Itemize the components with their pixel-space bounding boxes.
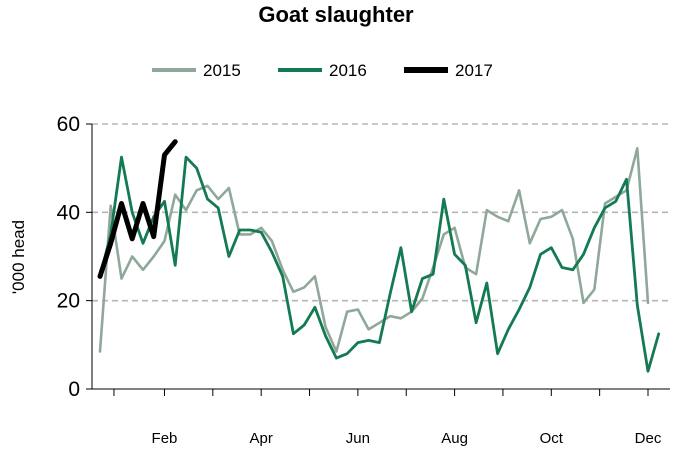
x-axis-ticks: Feb Apr Jun Aug Oct Dec [113, 389, 662, 447]
x-tick-label-feb: Feb [152, 430, 178, 447]
legend-label-2017: 2017 [455, 61, 493, 80]
x-tick-label-oct: Oct [540, 430, 564, 447]
y-axis-label: '000 head [9, 220, 28, 294]
gridlines [92, 123, 670, 302]
x-tick-label-dec: Dec [635, 430, 662, 447]
legend-label-2015: 2015 [203, 61, 241, 80]
legend-entry-2016[interactable]: 2016 [278, 61, 367, 80]
legend-label-2016: 2016 [329, 61, 367, 80]
x-tick-label-apr: Apr [250, 430, 273, 447]
legend-entry-2015[interactable]: 2015 [152, 61, 241, 80]
series-line-2015 [98, 147, 650, 353]
y-tick-label-40: 40 [57, 201, 80, 224]
legend: 2015 2016 2017 [152, 61, 493, 80]
chart-title: Goat slaughter [258, 2, 414, 27]
y-tick-label-60: 60 [57, 113, 80, 136]
y-tick-label-20: 20 [57, 290, 80, 313]
y-tick-label-0: 0 [68, 378, 80, 401]
series-line-2016 [98, 155, 661, 373]
x-tick-label-aug: Aug [441, 430, 468, 447]
legend-entry-2017[interactable]: 2017 [404, 61, 493, 80]
axes [91, 124, 670, 390]
series-lines [97, 139, 661, 373]
series-line-2017 [97, 139, 178, 279]
y-axis-ticks: 0 20 40 60 [57, 113, 92, 401]
x-tick-label-jun: Jun [346, 430, 370, 447]
